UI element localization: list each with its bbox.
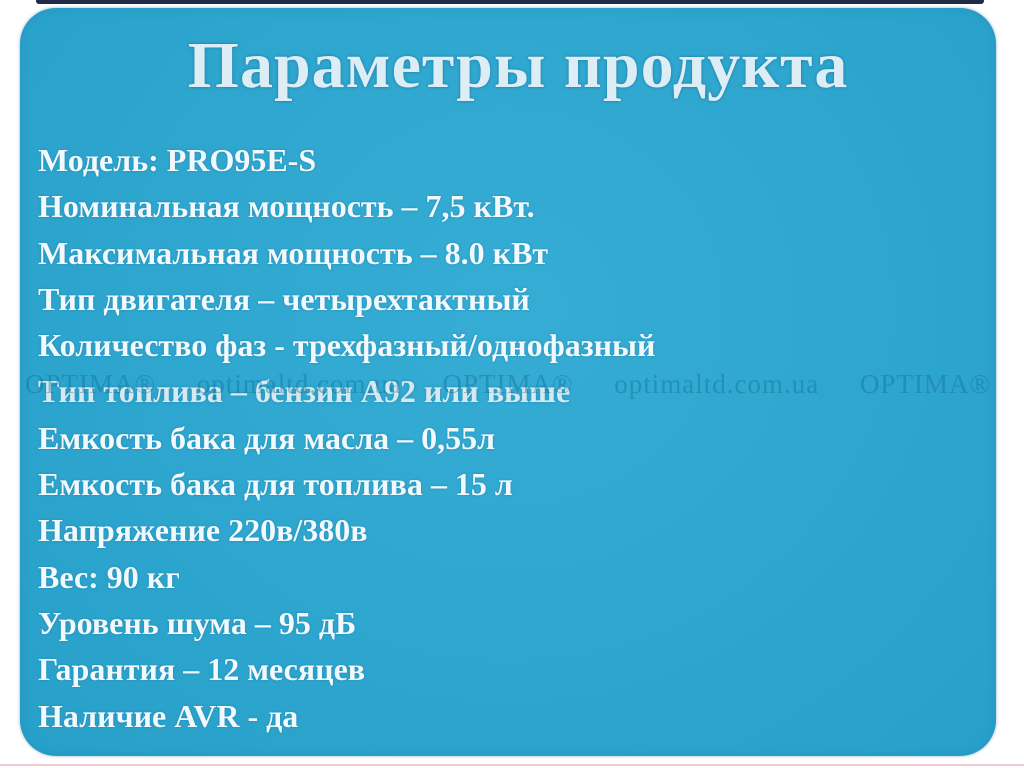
page-title: Параметры продукта xyxy=(187,29,849,102)
spec-line-fuel-tank: Емкость бака для топлива – 15 л xyxy=(38,466,513,503)
spec-list: Модель: PRO95E-S Номинальная мощность – … xyxy=(38,137,988,739)
spec-line-engine-type: Тип двигателя – четырехтактный xyxy=(38,280,530,317)
spec-line-nominal-power: Номинальная мощность – 7,5 кВт. xyxy=(38,188,535,225)
spec-line-voltage: Напряжение 220в/380в xyxy=(38,512,368,549)
spec-line-fuel-type: Тип топлива – бензин А92 или выше xyxy=(38,373,571,410)
top-edge-strip xyxy=(36,0,984,4)
spec-line-warranty: Гарантия – 12 месяцев xyxy=(38,651,366,688)
product-parameters-card: Параметры продукта Модель: PRO95E-S Номи… xyxy=(20,8,996,756)
spec-line-oil-tank: Емкость бака для масла – 0,55л xyxy=(38,419,496,456)
spec-line-model: Модель: PRO95E-S xyxy=(38,142,317,178)
spec-line-weight: Вес: 90 кг xyxy=(38,558,180,595)
spec-line-avr: Наличие AVR - да xyxy=(38,697,299,734)
spec-line-max-power: Максимальная мощность – 8.0 кВт xyxy=(38,234,549,271)
spec-line-noise-level: Уровень шума – 95 дБ xyxy=(38,604,357,641)
bottom-edge-line xyxy=(0,764,1024,766)
spec-line-phases: Количество фаз - трехфазный/однофазный xyxy=(38,327,656,364)
